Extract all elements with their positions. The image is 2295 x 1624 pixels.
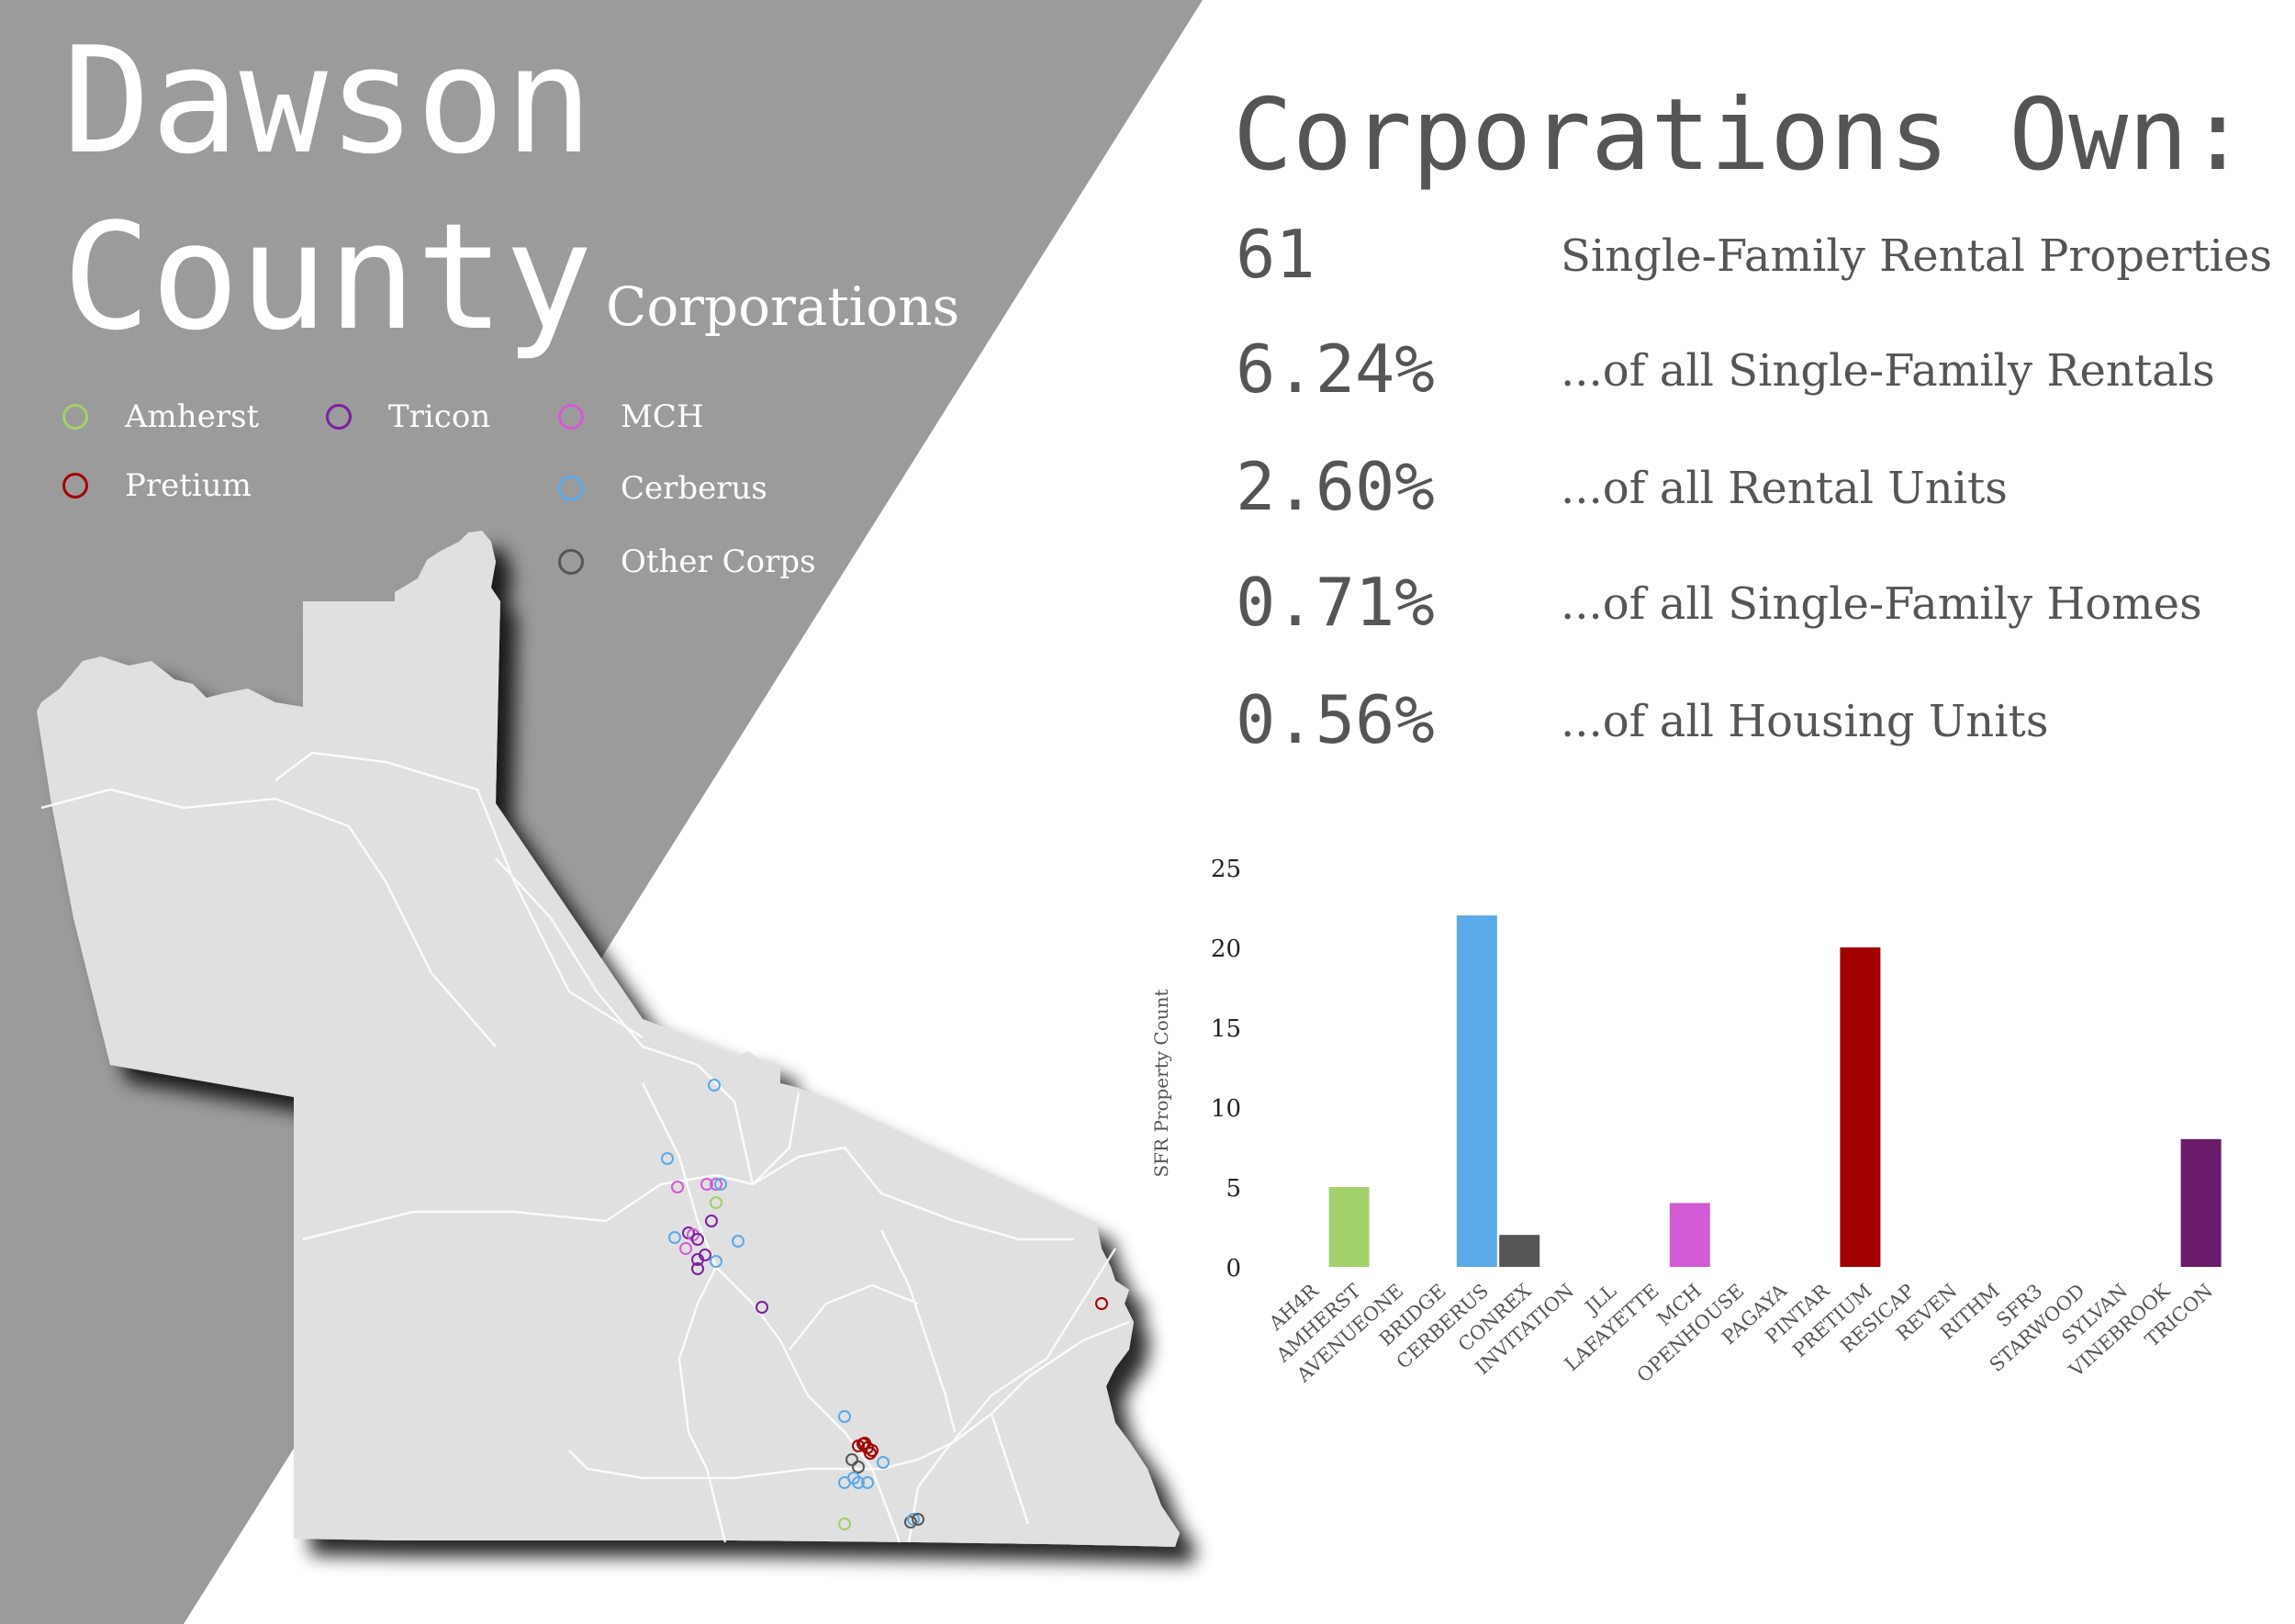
stat-label: ...of all Single-Family Homes	[1561, 578, 2202, 630]
y-tick-label: 0	[1226, 1255, 1241, 1282]
y-axis-label: SFR Property Count	[1150, 989, 1172, 1177]
legend-label: Pretium	[125, 467, 252, 504]
property-dot	[877, 1456, 890, 1469]
property-dot	[858, 1437, 871, 1450]
bar-pretium	[1840, 947, 1881, 1267]
property-dot	[852, 1461, 865, 1473]
stat-label: ...of all Rental Units	[1561, 463, 2008, 514]
legend-item-tricon: Tricon	[326, 398, 490, 435]
property-dot	[679, 1242, 692, 1255]
legend-item-amherst: Amherst	[62, 398, 259, 435]
property-dot	[691, 1233, 704, 1246]
roads	[40, 751, 1130, 1543]
property-dot	[691, 1253, 704, 1266]
legend-swatch	[558, 404, 584, 430]
stats-heading: Corporations Own:	[1233, 78, 2248, 193]
legend-label: MCH	[621, 398, 704, 435]
legend-label: Amherst	[125, 398, 260, 435]
property-dot	[912, 1513, 924, 1526]
y-tick-label: 25	[1211, 856, 1241, 883]
property-dot	[671, 1181, 684, 1193]
property-dot	[691, 1262, 704, 1275]
property-dot	[838, 1410, 851, 1423]
y-tick-label: 5	[1226, 1175, 1241, 1203]
bar-mch	[1669, 1203, 1710, 1267]
property-dot	[668, 1231, 681, 1244]
legend-swatch	[558, 476, 584, 501]
stat-value: 0.71%	[1236, 564, 1435, 641]
property-dot	[864, 1447, 877, 1460]
legend-swatch	[326, 404, 352, 430]
property-dot	[661, 1152, 674, 1165]
property-dot	[700, 1178, 713, 1191]
legend-swatch	[62, 473, 88, 498]
property-dot	[710, 1255, 722, 1268]
property-dot	[1095, 1297, 1108, 1310]
legend-item-mch: MCH	[558, 398, 703, 435]
property-dot	[708, 1079, 721, 1092]
property-dot	[838, 1476, 851, 1489]
property-dot	[710, 1196, 722, 1209]
legend-label: Tricon	[388, 398, 491, 435]
property-dot	[861, 1476, 874, 1489]
bar-chart: SFR Property Count0510152025AH4RAMHERSTA…	[1150, 856, 2222, 1387]
stat-value: 0.56%	[1236, 681, 1435, 758]
property-dot	[845, 1453, 858, 1466]
page-subtitle: Corporations	[606, 275, 960, 338]
legend-label: Other Corps	[621, 543, 816, 580]
page-title-line2: County	[62, 191, 593, 363]
stat-label: ...of all Single-Family Rentals	[1561, 345, 2215, 397]
property-dot	[907, 1513, 920, 1526]
legend-item-cerberus: Cerberus	[558, 470, 767, 507]
property-dot	[732, 1235, 744, 1248]
property-dot	[705, 1215, 718, 1227]
property-dot	[710, 1178, 722, 1191]
property-dot	[852, 1439, 865, 1452]
legend-label: Cerberus	[621, 470, 767, 507]
page-title-line1: Dawson	[62, 15, 593, 186]
legend-item-pretium: Pretium	[62, 467, 252, 504]
legend-item-other-corps: Other Corps	[558, 543, 816, 580]
bar-amherst	[1328, 1187, 1370, 1267]
y-tick-label: 10	[1211, 1095, 1241, 1123]
y-tick-label: 15	[1211, 1015, 1241, 1043]
property-dot	[852, 1476, 865, 1489]
y-tick-label: 20	[1211, 935, 1241, 963]
property-dot	[756, 1301, 768, 1314]
property-dot	[838, 1518, 851, 1530]
property-dot	[904, 1516, 917, 1529]
stat-value: 2.60%	[1236, 448, 1435, 525]
property-dot	[866, 1444, 879, 1457]
stat-value: 6.24%	[1236, 330, 1435, 408]
bar-cerberus	[1456, 915, 1497, 1267]
property-dots	[661, 1079, 1108, 1530]
stat-value: 61	[1236, 216, 1315, 293]
legend-swatch	[558, 549, 584, 575]
stat-label: Single-Family Rental Properties	[1561, 230, 2272, 282]
stat-label: ...of all Housing Units	[1561, 696, 2049, 747]
county-outline	[37, 531, 1180, 1547]
bar-tricon	[2180, 1138, 2222, 1267]
bar-conrex	[1499, 1235, 1540, 1267]
legend-swatch	[62, 404, 88, 430]
property-dot	[714, 1178, 727, 1191]
